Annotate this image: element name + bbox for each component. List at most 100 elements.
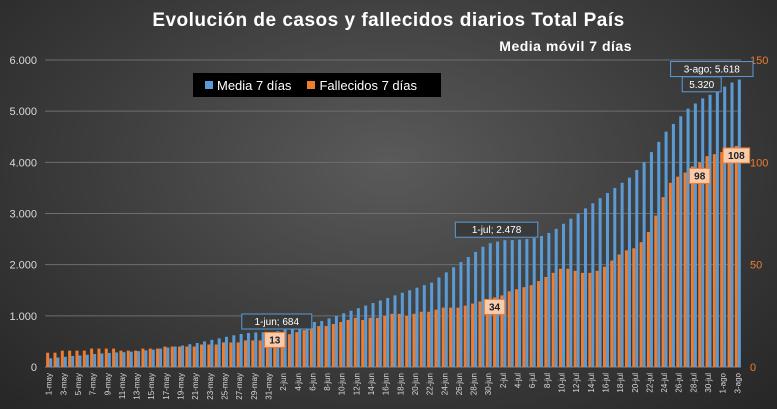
bar-media-7-dias (217, 338, 221, 367)
bar-fallecidos-7-dias (419, 311, 423, 367)
bar-media-7-dias (657, 141, 661, 367)
bar-fallecidos-7-dias (324, 326, 328, 367)
legend-swatch-media (205, 81, 213, 89)
chart-subtitle: Media móvil 7 días (499, 38, 632, 54)
bar-fallecidos-7-dias (668, 182, 672, 367)
bar-media-7-dias (312, 321, 316, 367)
bar-media-7-dias (188, 344, 192, 367)
bar-fallecidos-7-dias (339, 321, 343, 367)
bar-media-7-dias (151, 349, 155, 367)
bar-fallecidos-7-dias (273, 338, 277, 367)
bar-media-7-dias (239, 333, 243, 367)
bar-fallecidos-7-dias (236, 342, 240, 367)
y-right-tick-label: 50 (750, 260, 762, 272)
x-tick-label: 1-may (45, 373, 54, 395)
annotation-label-media: 5.320 (689, 80, 714, 91)
legend-label-media: Media 7 días (217, 77, 292, 93)
annotation-box-fallecidos (264, 331, 286, 348)
bar-fallecidos-7-dias (573, 270, 577, 367)
bar-media-7-dias (298, 326, 302, 367)
bar-fallecidos-7-dias (390, 313, 394, 367)
legend-item-fallecidos: Fallecidos 7 días (307, 78, 417, 93)
bar-media-7-dias (408, 290, 412, 367)
bar-fallecidos-7-dias (207, 344, 211, 367)
annotation-box-fallecidos (483, 298, 506, 315)
bar-media-7-dias (78, 355, 82, 367)
bar-fallecidos-7-dias (544, 276, 548, 367)
annotation-box-fallecidos (722, 147, 751, 164)
x-tick-label: 7-may (89, 373, 98, 395)
x-tick-label: 21-may (191, 373, 200, 400)
annotation-label-fallecidos: 13 (269, 335, 281, 346)
x-tick-label: 26-jul (675, 373, 684, 393)
bar-fallecidos-7-dias (646, 231, 650, 367)
chart-title: Evolución de casos y fallecidos diarios … (152, 10, 625, 31)
x-tick-label: 28-jun (470, 373, 479, 395)
x-tick-label: 10-jul (558, 373, 567, 393)
bar-fallecidos-7-dias (295, 332, 299, 367)
legend-label-fallecidos: Fallecidos 7 días (319, 77, 417, 93)
bar-media-7-dias (393, 295, 397, 367)
y-left-tick-label: 2.000 (9, 260, 37, 272)
bar-media-7-dias (49, 358, 53, 367)
bar-media-7-dias (642, 162, 646, 367)
bar-fallecidos-7-dias (148, 348, 152, 367)
bar-media-7-dias (129, 351, 133, 367)
bar-fallecidos-7-dias (346, 319, 350, 367)
legend-swatch-fallecidos (307, 81, 316, 89)
bar-media-7-dias (173, 346, 177, 367)
annotation-box-media (670, 61, 754, 78)
bar-media-7-dias (715, 90, 719, 367)
x-tick-label: 6-jul (528, 373, 537, 388)
x-tick-label: 8-jul (543, 373, 552, 388)
x-tick-label: 16-jul (601, 373, 610, 393)
bar-fallecidos-7-dias (405, 315, 409, 367)
bar-media-7-dias (430, 282, 434, 367)
bar-fallecidos-7-dias (60, 350, 64, 367)
x-tick-label: 12-jun (352, 373, 361, 395)
x-tick-label: 12-jul (572, 373, 581, 393)
bar-fallecidos-7-dias (456, 307, 460, 367)
bar-fallecidos-7-dias (75, 350, 79, 367)
bar-media-7-dias (334, 315, 338, 367)
bar-fallecidos-7-dias (97, 348, 101, 367)
bar-fallecidos-7-dias (309, 328, 313, 367)
bar-fallecidos-7-dias (280, 336, 284, 367)
bar-fallecidos-7-dias (639, 242, 643, 367)
bar-media-7-dias (166, 347, 170, 367)
bar-fallecidos-7-dias (507, 291, 511, 367)
bar-media-7-dias (422, 285, 426, 367)
bar-media-7-dias (144, 350, 148, 367)
bar-fallecidos-7-dias (698, 162, 702, 367)
bar-media-7-dias (649, 152, 653, 367)
x-tick-label: 2-jul (499, 373, 508, 388)
bar-fallecidos-7-dias (287, 334, 291, 367)
bar-fallecidos-7-dias (265, 340, 269, 367)
bar-media-7-dias (327, 318, 331, 367)
bar-media-7-dias (400, 292, 404, 367)
bar-media-7-dias (679, 116, 683, 368)
annotation-box-fallecidos (689, 167, 711, 184)
bar-media-7-dias (569, 218, 573, 367)
bar-fallecidos-7-dias (661, 197, 665, 367)
x-tick-label: 9-may (103, 373, 112, 395)
bar-fallecidos-7-dias (243, 340, 247, 367)
y-right-tick-label: 0 (750, 362, 756, 374)
x-tick-label: 25-may (220, 373, 229, 400)
bar-media-7-dias (518, 239, 522, 367)
x-tick-label: 10-jun (338, 373, 347, 395)
bar-fallecidos-7-dias (493, 297, 497, 367)
bar-media-7-dias (708, 94, 712, 367)
bar-fallecidos-7-dias (353, 317, 357, 367)
bar-fallecidos-7-dias (566, 268, 570, 367)
x-tick-label: 14-jun (367, 373, 376, 395)
annotation-label-media: 1-jul; 2.478 (472, 225, 522, 236)
bar-media-7-dias (85, 354, 89, 367)
bar-media-7-dias (378, 300, 382, 367)
legend-item-media: Media 7 días (205, 78, 291, 93)
bar-media-7-dias (474, 251, 478, 367)
x-tick-label: 20-jul (631, 373, 640, 393)
x-tick-label: 28-jul (689, 373, 698, 393)
bar-media-7-dias (261, 332, 265, 367)
